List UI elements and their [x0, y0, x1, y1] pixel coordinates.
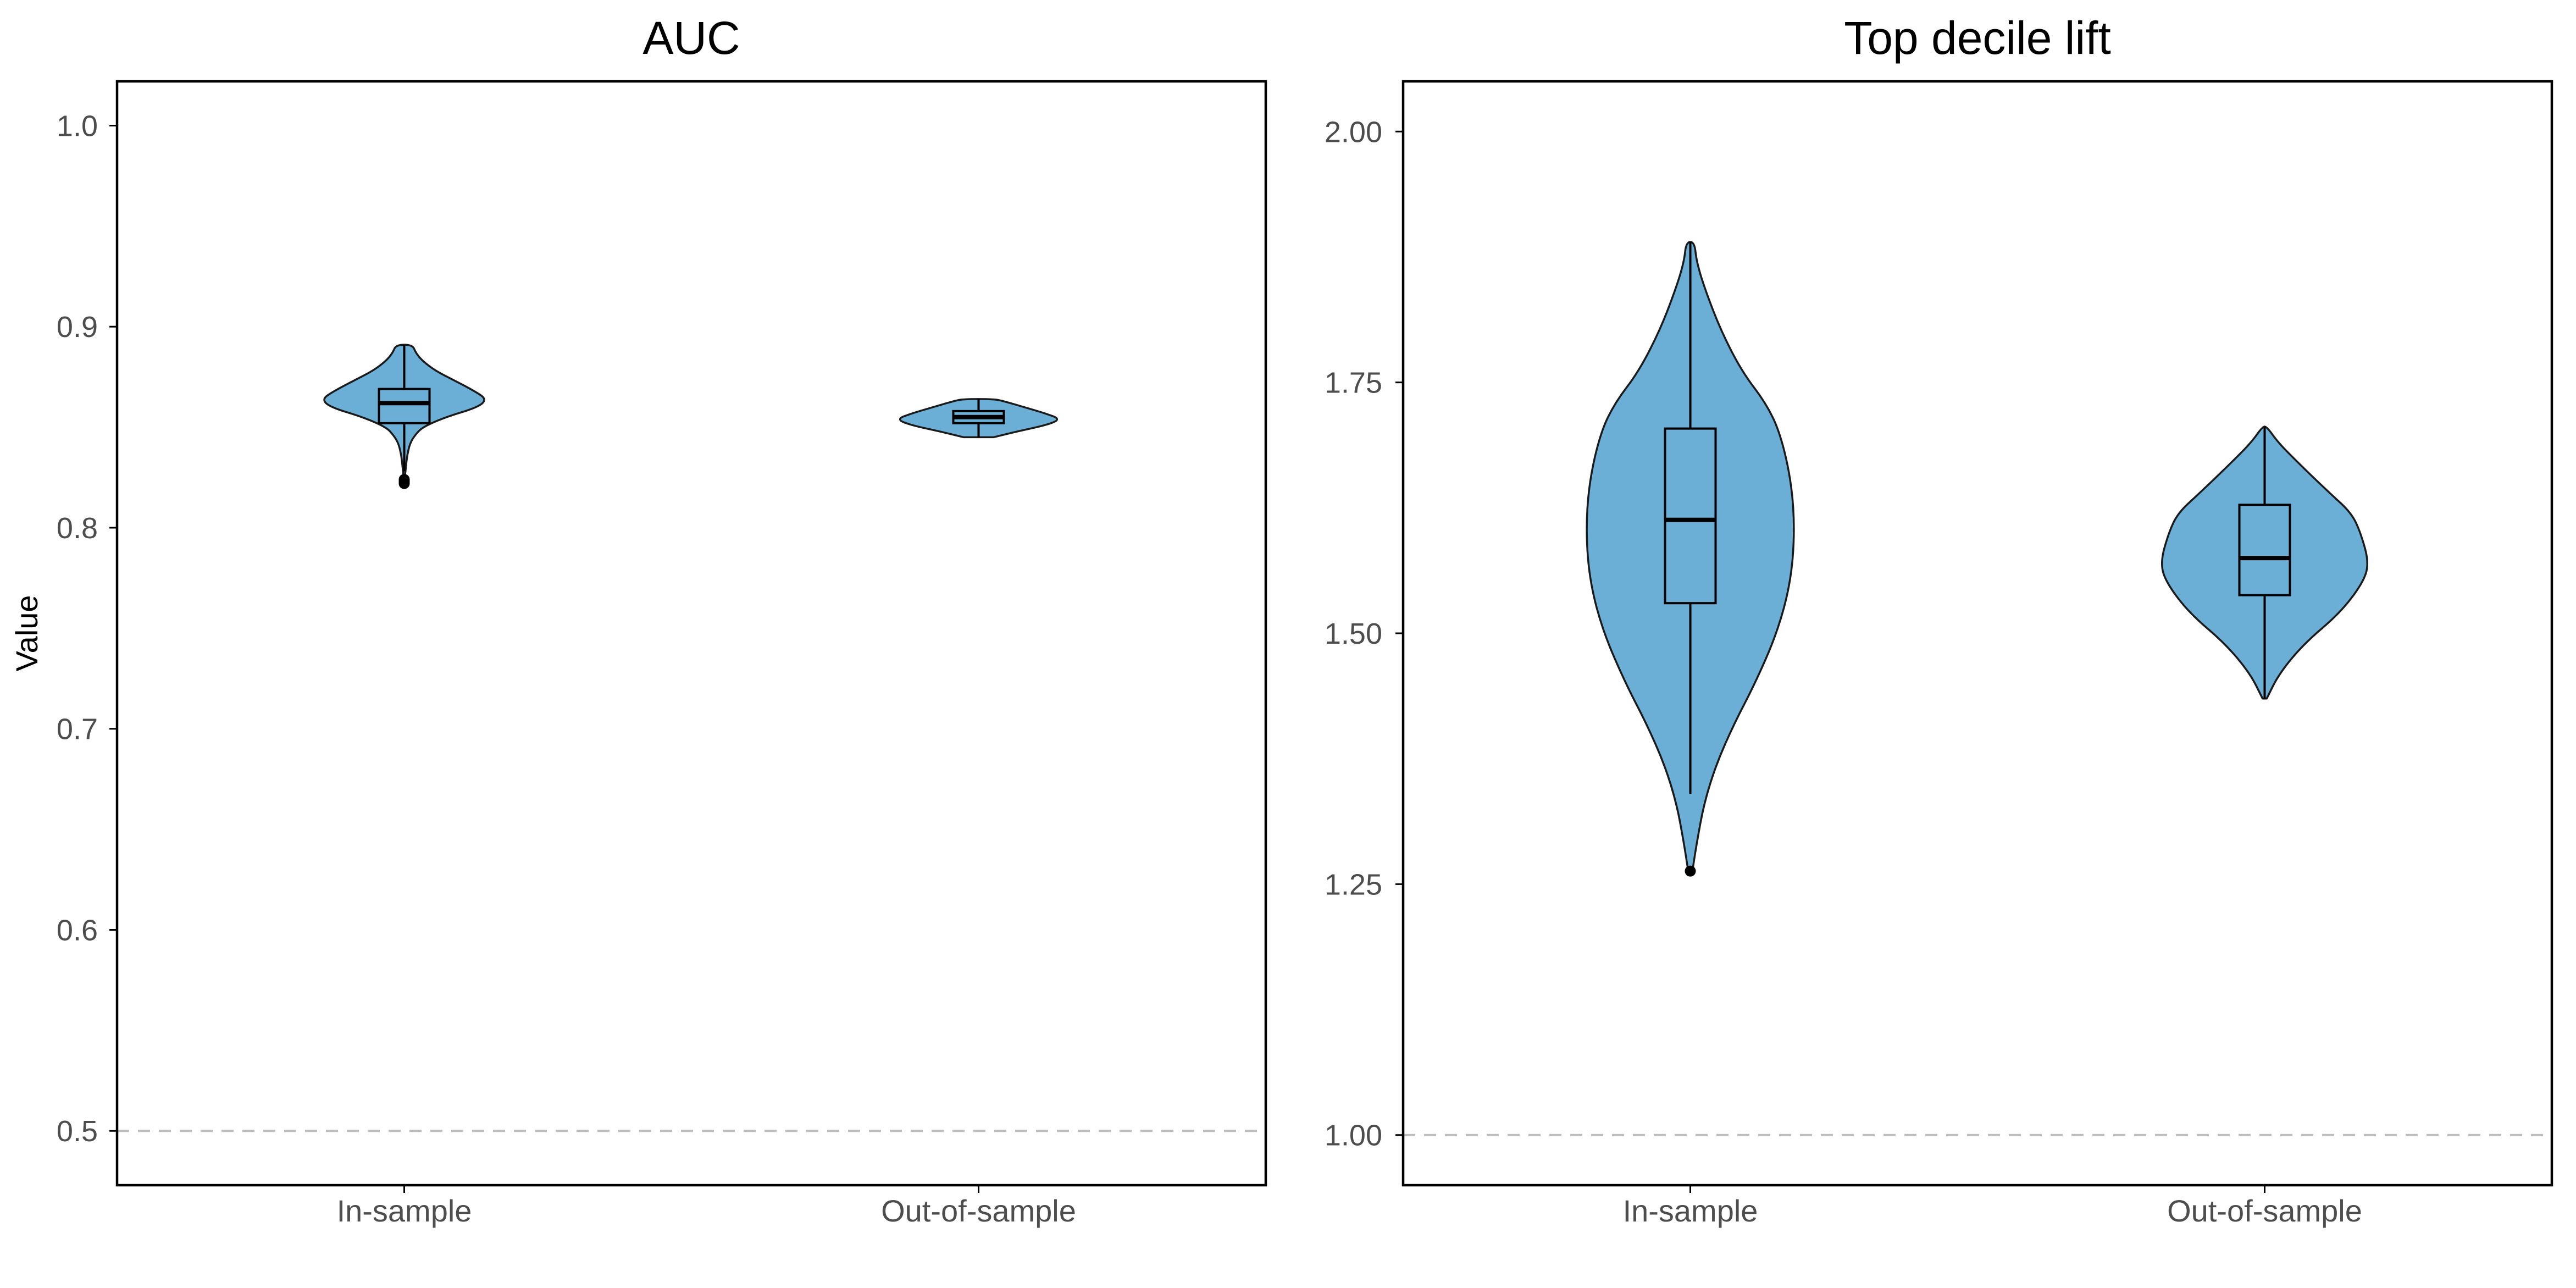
y-tick-label: 2.00	[1325, 115, 1382, 148]
iqr-box	[2238, 504, 2291, 596]
violin-group-out-of-sample	[2161, 425, 2368, 700]
panel-title: Top decile lift	[1844, 12, 2111, 64]
y-tick-label: 0.7	[57, 713, 98, 746]
x-tick-label: Out-of-sample	[2167, 1193, 2362, 1228]
y-tick-label: 0.8	[57, 512, 98, 545]
y-tick-label: 0.6	[57, 914, 98, 947]
iqr-box	[378, 388, 431, 424]
y-tick-label: 1.0	[57, 109, 98, 142]
panel-border	[1401, 80, 2553, 1187]
y-tick-label: 1.50	[1325, 617, 1382, 650]
y-axis-label: Value	[9, 595, 44, 671]
x-tick-label: Out-of-sample	[881, 1193, 1076, 1228]
top-decile-lift-panel: Top decile lift 1.00 1.25 1.50 1.75 2.00 In-sa…	[1325, 12, 2553, 1228]
violin-group-out-of-sample	[899, 398, 1059, 439]
y-tick-label: 1.75	[1325, 367, 1382, 400]
violin-group-in-sample	[323, 344, 485, 489]
y-tick-label: 1.00	[1325, 1119, 1382, 1152]
outlier-point	[1685, 865, 1696, 877]
y-tick-label: 0.9	[57, 311, 98, 344]
x-tick-label: In-sample	[337, 1193, 472, 1228]
x-tick-label: In-sample	[1623, 1193, 1758, 1228]
y-tick-label: 1.25	[1325, 868, 1382, 901]
violin-group-in-sample	[1586, 241, 1795, 877]
y-tick-label: 0.5	[57, 1115, 98, 1148]
outlier-point	[398, 474, 410, 485]
panel-title: AUC	[642, 12, 740, 64]
auc-panel: AUC Value 0.5 0.6 0.7 0.8 0.9 1.0 In-sample Out-o…	[9, 12, 1267, 1228]
iqr-box	[1664, 427, 1717, 605]
panel-border	[115, 80, 1267, 1187]
